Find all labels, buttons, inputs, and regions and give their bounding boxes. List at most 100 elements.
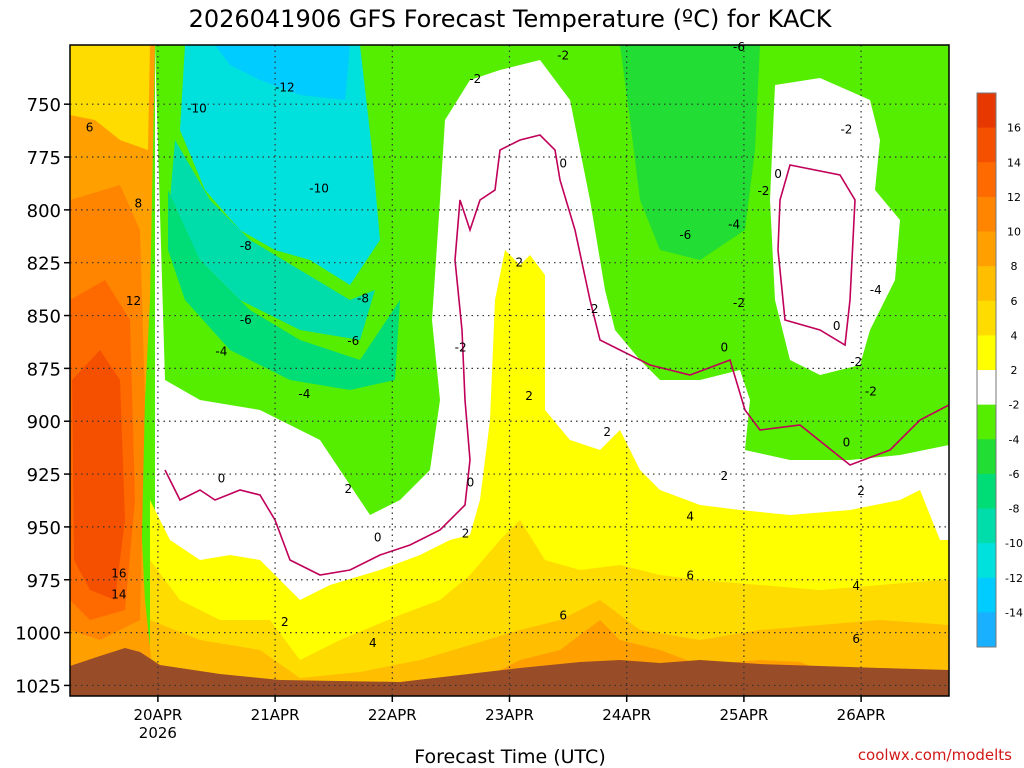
contour-label: -6 bbox=[347, 334, 359, 348]
contour-label: -2 bbox=[865, 385, 877, 399]
y-tick-label: 775 bbox=[27, 148, 61, 169]
colorbar-tick-label: 16 bbox=[1007, 122, 1021, 135]
contour-label: -6 bbox=[240, 313, 252, 327]
colorbar-swatch bbox=[977, 508, 996, 544]
contour-label: -2 bbox=[557, 49, 569, 63]
x-tick-label: 25APR bbox=[719, 706, 768, 724]
contour-label: 2 bbox=[345, 482, 353, 496]
colorbar-tick-label: -4 bbox=[1009, 433, 1020, 446]
plot-grid bbox=[70, 45, 949, 696]
colorbar-tick-label: 10 bbox=[1007, 226, 1021, 239]
colorbar-tick-label: 4 bbox=[1011, 329, 1018, 342]
y-tick-label: 850 bbox=[27, 307, 61, 328]
y-tick-label: 800 bbox=[27, 201, 61, 222]
contour-label: 2 bbox=[462, 526, 470, 540]
contour-label: 4 bbox=[369, 636, 377, 650]
contour-label: -6 bbox=[679, 228, 691, 242]
y-tick-label: 875 bbox=[27, 359, 61, 380]
colorbar-swatch bbox=[977, 300, 996, 336]
colorbar-swatch bbox=[977, 404, 996, 440]
y-tick-label: 825 bbox=[27, 254, 61, 275]
contour-label: 4 bbox=[686, 509, 694, 523]
contour-label: -12 bbox=[275, 80, 295, 94]
contour-label: -2 bbox=[469, 72, 481, 86]
contour-label: 2 bbox=[525, 389, 533, 403]
contour-label: 2 bbox=[857, 484, 865, 498]
contour-label: 2 bbox=[721, 469, 729, 483]
y-tick-label: 925 bbox=[27, 465, 61, 486]
colorbar-tick-label: 12 bbox=[1007, 191, 1021, 204]
contour-label: -4 bbox=[728, 218, 740, 232]
contour-label: 0 bbox=[559, 156, 567, 170]
y-axis: 750 775 800 825 850 875 900 925 950 975 1000 1025 bbox=[15, 95, 70, 697]
contour-labels: -12 -10 -10 -8 -8 -6 -6 -4 -4 -2 -2 -6 -2 -2 -4 -6 -4 -2 -… bbox=[86, 40, 882, 650]
contour-label: -4 bbox=[215, 344, 227, 358]
surface-hottest-region bbox=[72, 350, 125, 600]
freezing-contour bbox=[164, 134, 949, 576]
colorbar-tick-label: 6 bbox=[1011, 295, 1018, 308]
contour-label: 2 bbox=[603, 425, 611, 439]
colorbar-swatch bbox=[977, 231, 996, 267]
contour-label: -2 bbox=[840, 123, 852, 137]
colorbar-tick-label: -12 bbox=[1005, 572, 1023, 585]
contour-label: 6 bbox=[686, 569, 694, 583]
contour-label: 2 bbox=[281, 615, 289, 629]
plot-area bbox=[70, 45, 949, 696]
y-tick-label: 900 bbox=[27, 412, 61, 433]
chart-title: 2026041906 GFS Forecast Temperature (ºC)… bbox=[189, 5, 833, 33]
contour-label: 0 bbox=[218, 471, 226, 485]
contour-label: 4 bbox=[852, 579, 860, 593]
contour-label: -10 bbox=[309, 182, 329, 196]
colorbar-tick-label: -10 bbox=[1005, 537, 1023, 550]
contour-label: 0 bbox=[374, 530, 382, 544]
colorbar-swatch bbox=[977, 577, 996, 613]
colorbar-swatch bbox=[977, 439, 996, 475]
contour-label: -2 bbox=[587, 302, 599, 316]
upper-warm-region bbox=[70, 45, 150, 150]
colorbar-tick-label: -8 bbox=[1009, 503, 1020, 516]
colorbar-swatch bbox=[977, 127, 996, 163]
colorbar-swatch bbox=[977, 266, 996, 302]
y-tick-label: 950 bbox=[27, 518, 61, 539]
contour-label: -2 bbox=[733, 296, 745, 310]
contour-label: 0 bbox=[843, 435, 851, 449]
contour-label: 6 bbox=[559, 609, 567, 623]
colorbar-swatch bbox=[977, 335, 996, 371]
colorbar-tick-label: -2 bbox=[1009, 399, 1020, 412]
colorbar-swatch bbox=[977, 543, 996, 579]
x-tick-label: 21APR bbox=[251, 706, 300, 724]
contour-label: -4 bbox=[870, 283, 882, 297]
right-green-region bbox=[620, 45, 760, 260]
x-tick-label: 26APR bbox=[837, 706, 886, 724]
contour-label: 14 bbox=[111, 588, 126, 602]
coldest-region bbox=[215, 45, 350, 100]
y-tick-label: 975 bbox=[27, 571, 61, 592]
contour-label: 2 bbox=[515, 256, 523, 270]
x-tick-label: 20APR bbox=[133, 706, 182, 724]
x-tick-label: 22APR bbox=[368, 706, 417, 724]
contour-label: 16 bbox=[111, 566, 126, 580]
contour-label: 6 bbox=[86, 120, 94, 134]
contour-label: 8 bbox=[135, 197, 143, 211]
freezing-contour-upper bbox=[777, 164, 856, 347]
contour-label: -2 bbox=[850, 355, 862, 369]
colorbar-swatch bbox=[977, 162, 996, 198]
x-tick-label: 24APR bbox=[602, 706, 651, 724]
contour-label: 0 bbox=[721, 340, 729, 354]
mid-green-region bbox=[168, 190, 400, 390]
upper-white-region bbox=[770, 78, 900, 375]
x-tick-year: 2026 bbox=[139, 724, 177, 742]
contour-label: -8 bbox=[357, 292, 369, 306]
colorbar-swatch bbox=[977, 612, 996, 648]
warm-yellow-region bbox=[150, 250, 949, 695]
contour-label: 0 bbox=[833, 319, 841, 333]
colorbar-swatch bbox=[977, 93, 996, 129]
colorbar-swatch bbox=[977, 473, 996, 509]
colorbar-tick-label: 14 bbox=[1007, 156, 1021, 169]
y-tick-label: 1000 bbox=[15, 624, 61, 645]
contour-label: -8 bbox=[240, 239, 252, 253]
contour-label: -10 bbox=[187, 101, 207, 115]
x-axis-title: Forecast Time (UTC) bbox=[414, 746, 605, 768]
teal-band-region bbox=[170, 140, 375, 340]
